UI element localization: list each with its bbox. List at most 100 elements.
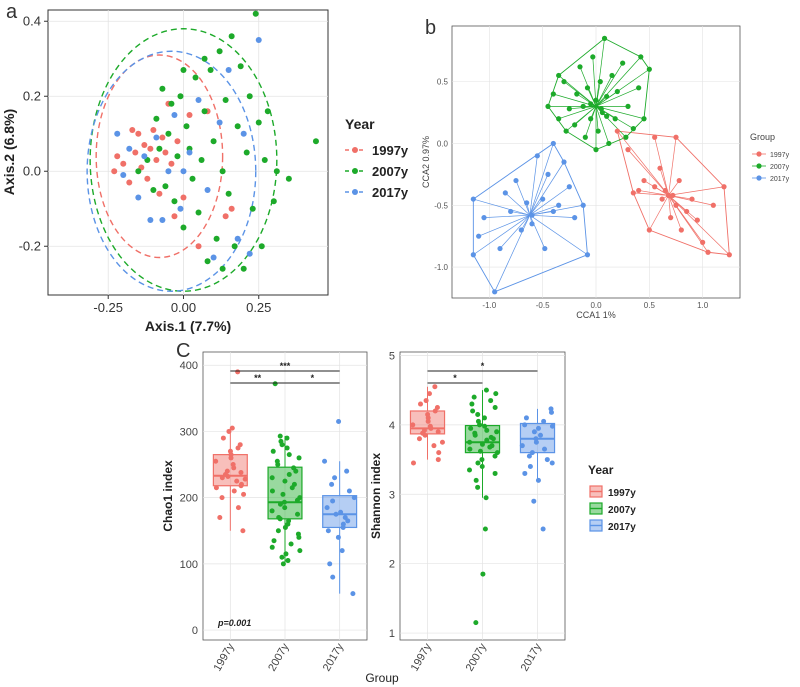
panel-c-right-point-2007y [467,439,473,445]
panel-c-left-point-2017y [332,475,338,481]
panel-c-right-point-1997y [425,418,431,424]
panel-c-left-point-1997y [219,475,225,481]
panel-c-left-point-2007y [271,538,277,544]
panel-a-point-2007y [159,85,166,92]
panel-c-right-point-1997y [425,415,431,421]
panel-b-point-1997y [726,252,732,258]
panel-c-left-point-2017y [339,548,345,554]
panel-c-right-point-1997y [435,457,441,463]
panel-c-right-point-2007y [470,408,476,414]
panel-b-point-2017y [556,202,562,208]
panel-b-point-2017y [540,196,546,202]
panel-a-point-1997y [135,130,142,137]
panel-b-spoke-2017y [529,143,554,216]
panel-b-spoke-2007y [595,106,645,120]
panel-b-xlabel: CCA1 1% [576,310,616,320]
panel-a-point-1997y [132,149,139,156]
panel-b-legend-dot-1997y [756,151,762,157]
panel-a-point-2007y [156,145,163,152]
panel-b-spoke-2017y [494,215,531,292]
panel-c-left-point-2017y [335,534,341,540]
panel-b-point-2007y [566,106,572,112]
panel-b-point-1997y [694,217,700,223]
panel-b-point-2017y [492,289,498,295]
panel-b-legend-label-1997y: 1997y [770,152,790,159]
panel-b-hull-2017y [472,142,588,293]
panel-b-legend-label-2007y: 2007y [770,164,790,171]
panel-c-right-point-2007y [473,620,479,626]
panel-c-right-point-2007y [487,444,493,450]
panel-c-left-point-2007y [270,448,276,454]
panel-c-left-point-2007y [285,558,291,564]
panel-c-right-point-1997y [410,460,416,466]
panel-c-right-sig-label: * [481,361,485,371]
panel-a-point-2017y [234,235,241,242]
panel-c-left-ytick-label: 300 [180,426,198,438]
panel-b-point-1997y [673,134,679,140]
panel-b-spoke-2017y [515,180,531,216]
panel-c-left-point-2017y [324,505,330,511]
panel-a-point-1997y [222,213,229,220]
panel-c-left-point-2017y [336,419,342,425]
panel-c-left-point-1997y [235,369,241,375]
panel-a-point-2017y [225,67,232,73]
panel-b-hulls [472,37,730,293]
panel-b-spoke-2017y [529,161,565,216]
panel-c-left-point-1997y [235,445,241,451]
panel-b-point-2017y [566,184,572,190]
panel-a-point-2007y [201,55,208,62]
panel-a-point-1997y [153,157,160,163]
panel-a-point-2007y [198,157,205,163]
panel-c-right-point-2017y [523,415,529,421]
panel-a-point-2007y [222,97,229,103]
panel-c-left-point-2007y [275,462,281,468]
panel-a-point-2007y [201,108,208,115]
panel-b-point-2017y [470,196,476,202]
panel-c-left-point-2007y [269,508,275,514]
panel-a-point-2007y [168,100,175,107]
panel-c-right-point-2007y [482,526,488,532]
panel-a-point-2017y [141,153,148,160]
panel-c-left-xtick-label: 1997y [212,641,238,673]
panel-b-spoke-1997y [633,192,669,196]
panel-c-right-point-1997y [431,443,437,449]
panel-c-right-point-2017y [531,429,537,435]
panel-c-right-point-2017y [519,443,525,449]
panel-b-spoke-1997y [668,195,698,221]
panel-a-point-2007y [228,33,235,40]
panel-a-point-2007y [174,153,181,160]
panel-b-point-1997y [710,202,716,208]
panel-b-spoke-1997y [668,137,677,196]
panel-c-right-point-1997y [428,425,434,431]
panel-b-point-2007y [580,103,586,109]
panel-b-spoke-2007y [587,87,597,107]
panel-c-right-point-1997y [418,401,424,407]
panel-c-right-point-1997y [423,398,429,404]
panel-b-point-1997y [652,184,658,190]
panel-b-point-1997y [657,165,663,171]
panel-b-xtick-label: 0.0 [590,301,602,310]
panel-b-spoke-1997y [617,130,669,196]
panel-a-legend-label-2007y: 2007y [372,164,409,179]
panel-b-point-1997y [662,187,668,194]
panel-b-hull-2007y [547,37,650,151]
panel-b-point-2017y [497,245,503,252]
panel-b-point-2017y [561,159,567,165]
panel-b-spoke-1997y [668,186,725,196]
panel-c-right-point-2007y [492,405,498,411]
panel-b-spoke-2007y [595,106,610,144]
panel-c-left-points [213,369,357,597]
panel-a-xtick-label: -0.25 [93,300,123,315]
panel-c-left-point-1997y [241,491,247,497]
panel-b-ytick-label: -1.0 [434,263,448,272]
panel-c-left-point-1997y [231,465,237,471]
panel-b-point-2017y [550,140,556,147]
panel-a-point-2017y [147,217,154,223]
panel-c-right-point-2007y [493,391,499,397]
panel-a-legend-label-2017y: 2017y [372,185,409,200]
panel-a-point-2007y [180,224,187,231]
panel-a-point-2017y [195,97,202,103]
panel-c-right-point-2007y [494,429,500,435]
panel-a-point-2007y [249,205,256,212]
panel-a-point-2017y [255,37,262,43]
